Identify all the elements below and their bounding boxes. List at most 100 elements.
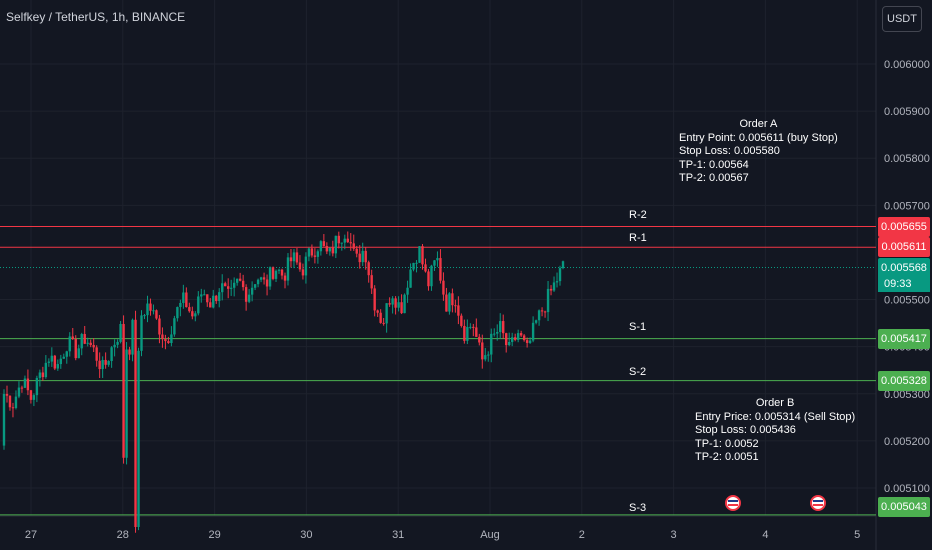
candle-body: [355, 248, 358, 254]
y-tick-label: 0.005300: [884, 389, 930, 401]
us-flag-event-icon[interactable]: [810, 495, 826, 511]
candle-body: [343, 238, 346, 243]
order-a-line: Entry Point: 0.005611 (buy Stop): [679, 131, 838, 144]
candle-body: [490, 333, 493, 355]
candle-body: [218, 292, 221, 302]
candle-body: [188, 307, 191, 312]
candle-body: [104, 359, 107, 365]
candle-body: [83, 334, 86, 344]
candle-body: [439, 258, 442, 281]
y-axis-ticks: 0.006000 0.005900 0.005800 0.005700 0.005500…: [884, 59, 930, 495]
level-label-r1: R-1: [629, 232, 647, 244]
candle-body: [475, 327, 478, 337]
us-flag-event-icon[interactable]: [725, 495, 741, 511]
currency-button[interactable]: USDT: [882, 6, 922, 32]
candle-body: [149, 303, 152, 311]
candle-body: [472, 326, 475, 328]
candle-body: [29, 390, 33, 400]
x-tick-label: 5: [854, 529, 860, 541]
candle-body: [502, 321, 505, 334]
candle-body: [358, 253, 361, 263]
candle-body: [415, 262, 418, 264]
candle-body: [11, 407, 15, 409]
candle-body: [543, 311, 547, 313]
candle-body: [262, 277, 266, 280]
candle-body: [35, 377, 39, 396]
order-b-line: TP-1: 0.0052: [695, 437, 759, 450]
candle-body: [349, 242, 352, 244]
candle-body: [44, 362, 48, 378]
y-tick-label: 0.005900: [884, 106, 930, 118]
candle-body: [445, 294, 448, 312]
candle-body: [304, 256, 308, 276]
candle-body: [442, 280, 445, 295]
candle-body: [232, 282, 236, 288]
candle-body: [137, 350, 140, 528]
candle-body: [2, 393, 6, 446]
candle-body: [522, 335, 526, 341]
candle-body: [38, 372, 42, 378]
candle-body: [226, 286, 230, 289]
candle-body: [250, 287, 254, 295]
candle-body: [116, 341, 119, 345]
y-tick-label: 0.005100: [884, 483, 930, 495]
candle-body: [74, 338, 77, 359]
candle-body: [47, 361, 51, 363]
candle-body: [125, 349, 128, 458]
candle-body: [140, 315, 143, 351]
candle-body: [546, 288, 550, 313]
candle-body: [433, 260, 436, 266]
candle-countdown: 09:33: [878, 276, 930, 292]
price-label-s1: 0.005417: [878, 329, 930, 349]
candle-body: [484, 355, 487, 360]
candle-body: [346, 238, 349, 243]
candle-body: [209, 302, 212, 308]
candle-body: [274, 270, 278, 279]
candle-body: [481, 342, 484, 360]
candle-body: [268, 267, 272, 287]
candle-body: [361, 250, 364, 263]
candle-body: [107, 361, 110, 365]
candle-body: [454, 305, 457, 307]
candle-body: [113, 344, 116, 348]
candle-body: [143, 315, 146, 317]
chart-title: Selfkey / TetherUS, 1h, BINANCE: [6, 10, 186, 24]
candle-body: [406, 287, 409, 295]
candle-body: [322, 241, 326, 247]
candle-body: [513, 337, 517, 340]
candle-body: [421, 246, 424, 265]
x-tick-label: 30: [300, 529, 312, 541]
candle-body: [5, 393, 9, 396]
candle-body: [203, 294, 206, 296]
x-tick-label: 2: [579, 529, 585, 541]
candle-body: [337, 235, 341, 244]
candle-body: [200, 294, 203, 297]
candle-body: [552, 282, 556, 291]
x-tick-label: 29: [208, 529, 220, 541]
candle-body: [388, 303, 391, 305]
candle-body: [265, 279, 269, 287]
candle-body: [409, 269, 412, 288]
candle-body: [65, 351, 68, 357]
candle-body: [424, 264, 427, 272]
y-tick-label: 0.005800: [884, 153, 930, 165]
price-label-s3: 0.005043: [878, 497, 930, 517]
candle-body: [80, 334, 83, 349]
x-tick-label: 31: [392, 529, 404, 541]
price-label-r2: 0.005655: [878, 217, 930, 237]
candle-body: [256, 279, 260, 285]
candle-body: [221, 283, 224, 293]
candle-body: [510, 337, 514, 342]
candle-body: [394, 298, 397, 308]
grid: [0, 0, 877, 550]
candle-body: [206, 294, 209, 303]
candle-body: [436, 258, 439, 261]
candle-body: [499, 321, 502, 333]
candle-body: [41, 372, 45, 378]
y-tick-label: 0.005700: [884, 200, 930, 212]
candle-body: [167, 341, 170, 344]
candle-body: [427, 271, 430, 287]
candle-body: [418, 246, 421, 263]
candle-body: [373, 288, 376, 311]
